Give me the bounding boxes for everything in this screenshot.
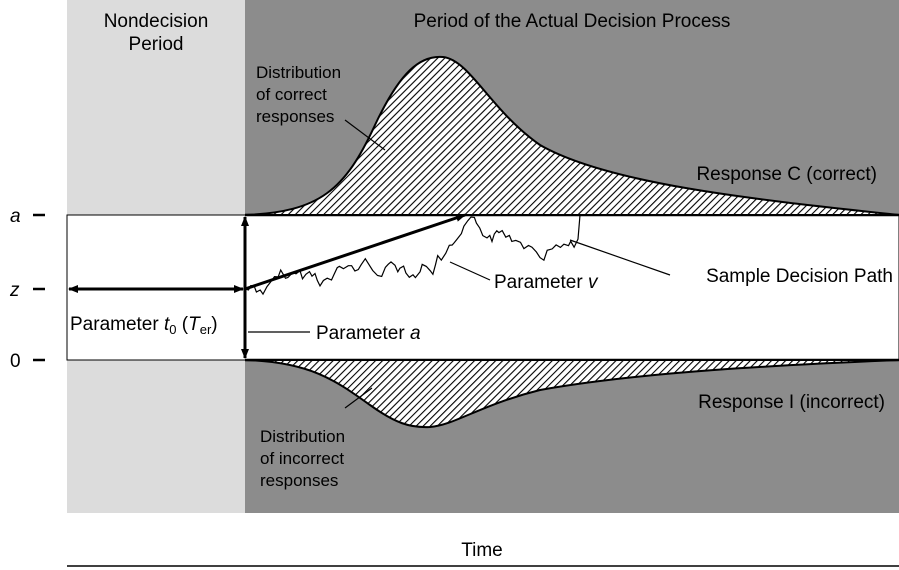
response-i: Response I (incorrect) (698, 392, 885, 413)
footer: Time (461, 540, 503, 561)
axis-label: z (9, 280, 20, 301)
leader-lines (248, 119, 671, 409)
drift-arrow (244, 213, 466, 291)
axis-dashes (33, 213, 45, 362)
parameter-t0: Parameter t0 (Ter) (70, 314, 218, 337)
parameter-a: Parameter a (316, 323, 421, 344)
incorrect-distribution-label: Distribution of incorrect responses (260, 427, 345, 490)
sample-path-label: Sample Decision Path (706, 266, 893, 287)
sample-decision-path (244, 214, 581, 296)
header-left: Nondecision Period (104, 11, 209, 55)
header-right: Period of the Actual Decision Process (414, 11, 731, 32)
response-c: Response C (correct) (696, 164, 877, 185)
correct-distribution-label: Distribution of correct responses (256, 63, 341, 126)
axis-label: a (10, 206, 21, 227)
incorrect-distribution (244, 359, 899, 429)
parameter-v: Parameter v (494, 272, 599, 293)
correct-distribution (244, 55, 899, 216)
axis-label: 0 (10, 351, 21, 372)
